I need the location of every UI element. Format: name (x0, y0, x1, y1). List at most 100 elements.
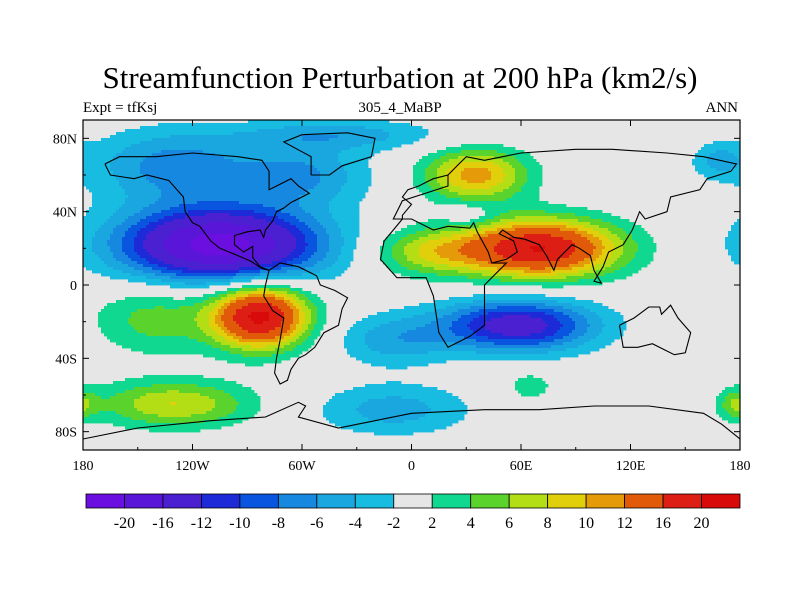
contour-cell (269, 210, 273, 214)
contour-cell (461, 180, 465, 184)
contour-cell (326, 153, 330, 157)
contour-cell (521, 228, 525, 232)
contour-cell (377, 123, 381, 127)
contour-cell (236, 129, 240, 133)
contour-cell (500, 144, 504, 148)
contour-cell (371, 120, 375, 124)
contour-cell (125, 231, 129, 235)
contour-cell (554, 222, 558, 226)
contour-cell (728, 141, 732, 145)
contour-cell (284, 216, 288, 220)
contour-cell (296, 222, 300, 226)
contour-cell (362, 138, 366, 142)
contour-cell (191, 153, 195, 157)
contour-cell (278, 216, 282, 220)
contour-cell (479, 156, 483, 160)
contour-cell (341, 159, 345, 163)
contour-cell (287, 231, 291, 235)
contour-cell (242, 138, 246, 142)
contour-cell (317, 174, 321, 178)
contour-cell (107, 204, 111, 208)
contour-cell (416, 126, 420, 130)
contour-cell (176, 168, 180, 172)
contour-cell (230, 141, 234, 145)
contour-cell (152, 180, 156, 184)
contour-cell (290, 186, 294, 190)
contour-cell (512, 186, 516, 190)
contour-cell (536, 177, 540, 181)
contour-cell (317, 138, 321, 142)
contour-cell (167, 135, 171, 139)
contour-cell (140, 213, 144, 217)
contour-cell (389, 138, 393, 142)
contour-cell (344, 213, 348, 217)
contour-cell (527, 165, 531, 169)
contour-cell (509, 225, 513, 229)
contour-cell (359, 195, 363, 199)
contour-cell (308, 132, 312, 136)
contour-cell (134, 147, 138, 151)
contour-cell (482, 174, 486, 178)
contour-cell (212, 213, 216, 217)
contour-cell (431, 222, 435, 226)
contour-cell (107, 183, 111, 187)
contour-cell (518, 171, 522, 175)
contour-cell (167, 153, 171, 157)
contour-cell (122, 213, 126, 217)
contour-cell (164, 168, 168, 172)
contour-cell (443, 219, 447, 223)
contour-cell (173, 198, 177, 202)
contour-cell (404, 132, 408, 136)
contour-cell (131, 183, 135, 187)
contour-cell (146, 153, 150, 157)
contour-cell (329, 198, 333, 202)
contour-cell (449, 156, 453, 160)
contour-cell (257, 180, 261, 184)
contour-cell (524, 168, 528, 172)
contour-cell (344, 147, 348, 151)
contour-cell (386, 120, 390, 124)
contour-cell (266, 195, 270, 199)
contour-cell (503, 183, 507, 187)
contour-cell (413, 132, 417, 136)
contour-cell (365, 162, 369, 166)
contour-cell (515, 207, 519, 211)
contour-cell (272, 192, 276, 196)
contour-cell (161, 153, 165, 157)
contour-cell (197, 183, 201, 187)
contour-cell (254, 126, 258, 130)
contour-cell (176, 174, 180, 178)
contour-cell (221, 186, 225, 190)
contour-cell (356, 174, 360, 178)
contour-cell (257, 144, 261, 148)
contour-cell (233, 165, 237, 169)
contour-cell (323, 216, 327, 220)
contour-cell (122, 210, 126, 214)
contour-cell (419, 180, 423, 184)
contour-cell (215, 132, 219, 136)
contour-cell (263, 180, 267, 184)
contour-cell (374, 129, 378, 133)
contour-cell (614, 228, 618, 232)
contour-cell (515, 225, 519, 229)
contour-cell (323, 135, 327, 139)
contour-cell (353, 120, 357, 124)
contour-cell (350, 201, 354, 205)
contour-cell (173, 201, 177, 205)
contour-cell (125, 153, 129, 157)
contour-cell (128, 132, 132, 136)
contour-cell (725, 165, 729, 169)
contour-cell (605, 219, 609, 223)
contour-cell (503, 189, 507, 193)
contour-cell (572, 216, 576, 220)
contour-cell (275, 135, 279, 139)
contour-cell (230, 183, 234, 187)
contour-cell (287, 186, 291, 190)
contour-cell (230, 195, 234, 199)
contour-cell (218, 207, 222, 211)
contour-cell (152, 186, 156, 190)
contour-cell (179, 165, 183, 169)
contour-cell (227, 168, 231, 172)
contour-cell (263, 141, 267, 145)
contour-cell (197, 177, 201, 181)
